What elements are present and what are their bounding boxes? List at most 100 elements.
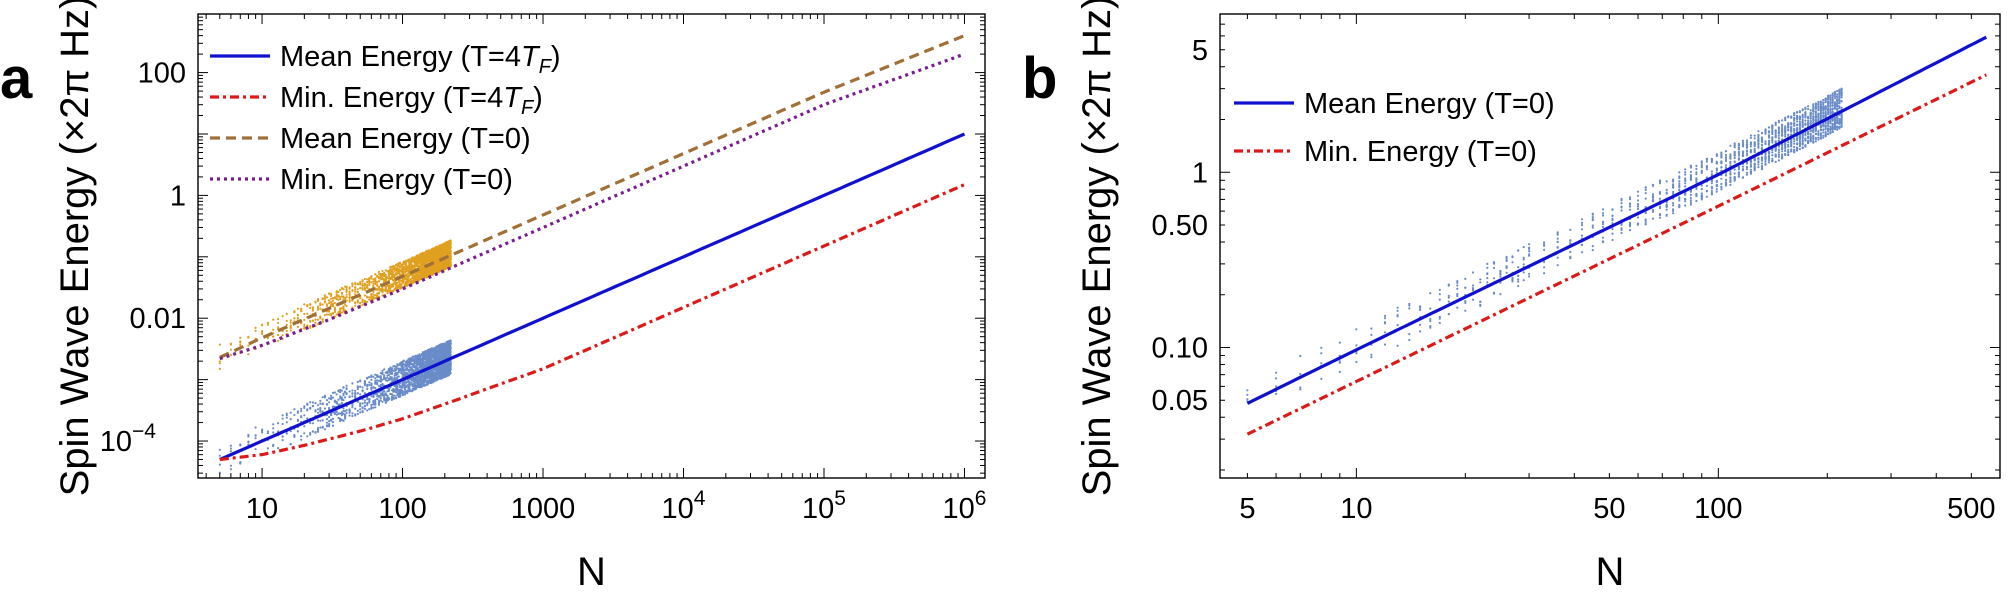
scatter-point	[331, 391, 335, 394]
scatter-point	[416, 273, 419, 276]
scatter-point	[359, 408, 362, 411]
scatter-point	[366, 300, 369, 303]
scatter-point	[311, 401, 314, 404]
scatter-point	[289, 411, 292, 414]
scatter-point	[374, 377, 377, 380]
scatter-point	[330, 314, 333, 317]
scatter-point	[377, 280, 381, 283]
scatter-point	[405, 263, 408, 266]
scatter-point	[314, 321, 317, 324]
scatter-point	[261, 324, 264, 327]
scatter-point	[321, 297, 324, 301]
scatter-point	[370, 407, 373, 410]
scatter-point	[366, 409, 369, 412]
scatter-point	[348, 299, 351, 302]
scatter-point	[348, 408, 351, 411]
scatter-point	[300, 409, 303, 413]
scatter-point	[348, 414, 351, 417]
scatter-point	[277, 333, 280, 337]
scatter-point	[372, 395, 375, 398]
scatter-point	[281, 417, 284, 420]
scatter-point	[374, 382, 377, 385]
scatter-point	[381, 278, 384, 281]
scatter-point	[366, 377, 369, 380]
scatter-point	[333, 301, 336, 305]
scatter-point	[370, 295, 373, 298]
scatter-point	[379, 289, 382, 292]
scatter-point	[397, 375, 400, 378]
scatter-point	[372, 375, 375, 378]
scatter-point	[368, 408, 371, 411]
scatter-point	[376, 374, 379, 377]
scatter-point	[266, 321, 269, 324]
scatter-point	[345, 293, 348, 296]
scatter-point	[296, 316, 299, 320]
scatter-point	[374, 281, 377, 284]
scatter-point	[335, 393, 338, 396]
scatter-point	[379, 397, 382, 400]
scatter-point	[254, 326, 257, 329]
scatter-point	[368, 282, 371, 285]
scatter-point	[300, 407, 303, 410]
scatter-point	[376, 288, 379, 291]
scatter-point	[351, 282, 354, 285]
scatter-point	[218, 448, 221, 451]
scatter-point	[376, 294, 379, 297]
scatter-point	[229, 342, 232, 345]
scatter-point	[351, 414, 354, 418]
scatter-point	[281, 439, 284, 442]
scatter-point	[321, 425, 324, 428]
scatter-point	[368, 381, 371, 384]
scatter-point	[377, 292, 381, 295]
scatter-point	[314, 318, 317, 321]
scatter-point	[328, 425, 331, 428]
scatter-point	[321, 396, 324, 399]
scatter-point	[356, 288, 359, 291]
scatter-point	[254, 434, 257, 437]
scatter-point	[330, 297, 333, 300]
scatter-point	[363, 283, 366, 286]
scatter-point	[306, 312, 309, 315]
scatter-point	[339, 310, 342, 313]
scatter-point	[366, 402, 369, 405]
scatter-point	[345, 285, 348, 288]
scatter-point	[354, 304, 357, 307]
scatter-point	[359, 405, 362, 408]
scatter-point	[321, 320, 324, 323]
scatter-point	[319, 303, 322, 306]
scatter-point	[281, 422, 284, 426]
scatter-point	[335, 290, 338, 293]
scatter-point	[272, 427, 275, 430]
scatter-point	[356, 282, 359, 285]
scatter-point	[348, 395, 351, 398]
scatter-point	[339, 297, 342, 301]
scatter-point	[363, 277, 366, 281]
scatter-point	[337, 298, 340, 301]
scatter-point	[342, 419, 345, 422]
scatter-point	[331, 417, 335, 420]
scatter-point	[303, 312, 306, 316]
scatter-point	[381, 294, 384, 297]
scatter-point	[361, 406, 364, 409]
scatter-point	[376, 274, 379, 277]
scatter-point	[316, 411, 320, 414]
scatter-point	[296, 307, 299, 310]
scatter-point	[354, 283, 357, 286]
scatter-point	[285, 421, 288, 424]
scatter-point	[370, 277, 373, 280]
scatter-point	[281, 315, 284, 318]
scatter-point	[379, 380, 382, 383]
scatter-point	[354, 290, 357, 293]
scatter-point	[325, 303, 329, 306]
scatter-point	[309, 303, 312, 306]
scatter-point	[345, 299, 348, 302]
scatter-point	[316, 299, 320, 302]
scatter-point	[328, 299, 331, 302]
scatter-point	[381, 383, 384, 386]
scatter-point	[303, 425, 306, 428]
scatter-point	[303, 318, 306, 321]
scatter-point	[319, 317, 322, 320]
scatter-point	[281, 414, 284, 417]
scatter-point	[296, 430, 299, 433]
scatter-point	[340, 401, 343, 405]
